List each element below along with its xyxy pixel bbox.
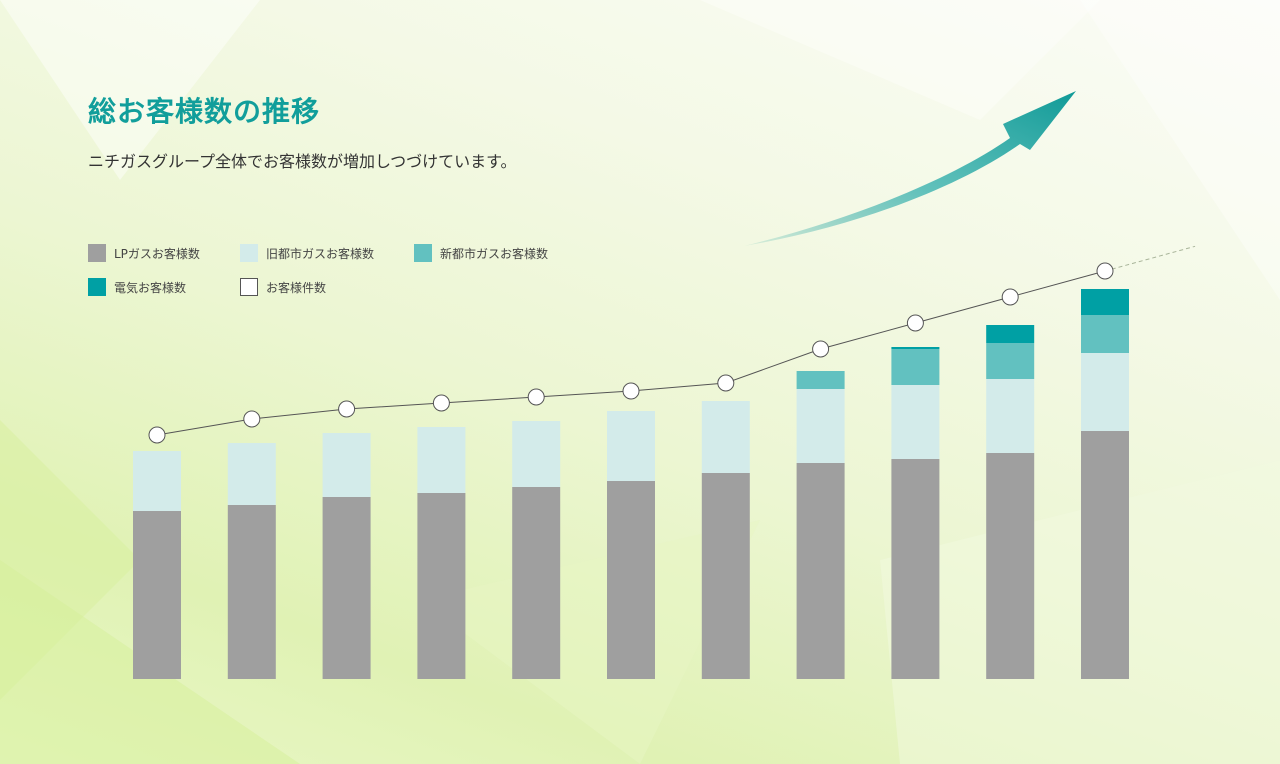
bar-segment-2-7 [796,371,845,389]
total-point-10 [1096,262,1114,280]
bar-segment-0-1 [227,505,276,679]
bar-segment-0-10 [1081,431,1129,679]
bar-segment-1-9 [986,379,1035,453]
legend-swatch-lp-gas [88,244,106,262]
total-point-5 [622,382,640,400]
bar-group [133,289,1129,679]
total-point-7 [812,340,830,358]
bar-segment-1-5 [607,411,655,481]
legend-item-lp-gas: LPガスお客様数 [88,244,200,262]
total-line-group [148,245,1196,444]
legend-swatch-electric [88,278,106,296]
bar-segment-0-2 [322,497,371,679]
legend-label-lp-gas: LPガスお客様数 [114,246,200,261]
total-point-3 [432,394,450,412]
bar-segment-1-10 [1081,353,1129,431]
total-point-4 [527,388,545,406]
legend-item-new-city-gas: 新都市ガスお客様数 [414,244,548,262]
bar-segment-1-3 [417,427,466,493]
total-line [156,270,1106,436]
total-point-9 [1001,288,1019,306]
legend-item-old-city-gas: 旧都市ガスお客様数 [240,244,374,262]
bar-segment-2-10 [1081,315,1129,353]
bar-segment-3-10 [1081,289,1129,315]
legend-label-new-city-gas: 新都市ガスお客様数 [440,246,549,261]
legend-swatch-old-city-gas [240,244,258,262]
bar-segment-1-2 [322,433,371,497]
legend-swatch-total-customers [240,278,258,296]
bar-segment-1-8 [891,385,940,459]
bar-segment-0-0 [133,511,181,679]
legend-label-old-city-gas: 旧都市ガスお客様数 [266,246,375,261]
bar-segment-0-7 [796,463,845,679]
trend-extension-line [1104,245,1196,272]
bar-segment-1-1 [227,443,276,505]
legend-item-total-customers: お客様件数 [240,278,326,296]
bar-segment-3-9 [986,325,1035,343]
total-point-2 [338,400,356,418]
bar-segment-1-4 [512,421,561,487]
bar-segment-2-9 [986,343,1035,379]
total-point-6 [717,374,735,392]
bar-segment-3-8 [891,347,940,349]
legend-label-total-customers: お客様件数 [266,280,327,295]
bar-segment-1-0 [133,451,181,511]
total-point-8 [906,314,924,332]
growth-arrow-icon [744,91,1076,246]
page-subtitle: ニチガスグループ全体でお客様数が増加しつづけています。 [88,152,517,171]
bar-segment-1-6 [701,401,750,473]
bar-segment-0-6 [701,473,750,679]
page-title: 総お客様数の推移 [88,95,321,128]
total-point-0 [148,426,166,444]
bar-segment-0-3 [417,493,466,679]
bar-segment-0-4 [512,487,561,679]
bar-segment-0-9 [986,453,1035,679]
bar-segment-0-5 [607,481,655,679]
legend-label-electric: 電気お客様数 [114,280,187,295]
legend-swatch-new-city-gas [414,244,432,262]
bar-segment-2-8 [891,349,940,385]
bar-segment-0-8 [891,459,940,679]
total-point-1 [243,410,261,428]
bar-segment-1-7 [796,389,845,463]
legend-item-electric: 電気お客様数 [88,278,186,296]
